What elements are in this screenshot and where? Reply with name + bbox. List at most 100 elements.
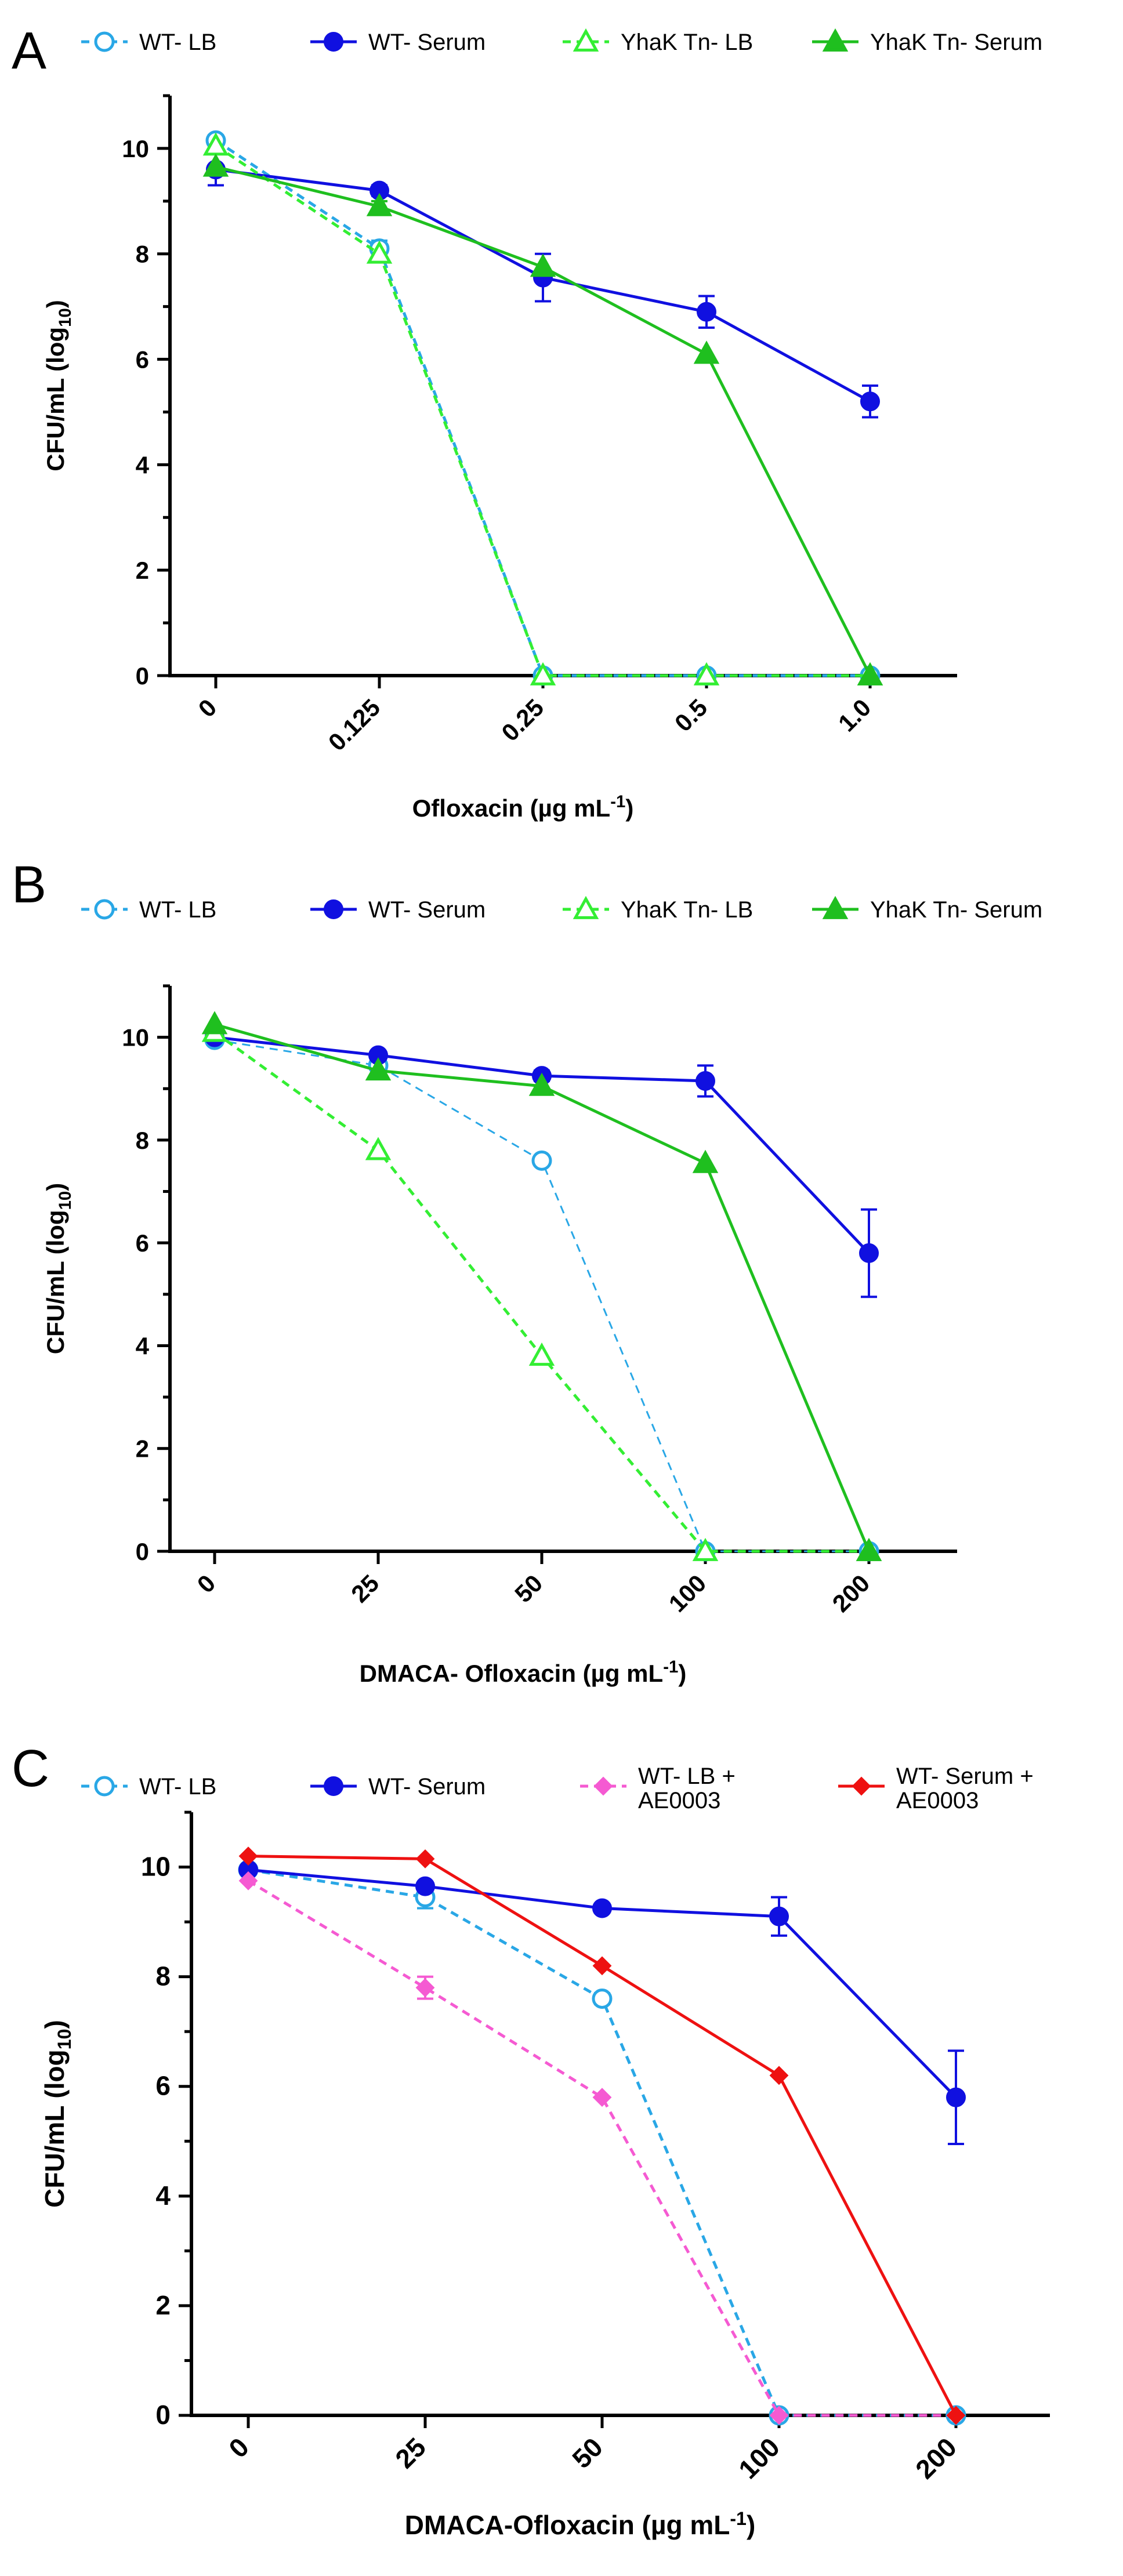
- data-point: [415, 1876, 435, 1896]
- y-axis-title-main: CFU/mL (log: [42, 327, 69, 471]
- series-line: [248, 1855, 958, 2417]
- legend-marker: [324, 32, 343, 52]
- y-tick-label: 0: [136, 1538, 149, 1565]
- legend-marker: [822, 28, 849, 52]
- x-tick-label: 1.0: [833, 694, 876, 737]
- y-axis-title-sub: 10: [56, 308, 75, 327]
- data-point: [695, 1071, 715, 1091]
- x-axis-title-end: ): [625, 794, 633, 822]
- data-point: [528, 1343, 555, 1366]
- panel-b: B WT- LB WT- Serum YhaK Tn- LB YhaK Tn- Seru…: [12, 856, 1042, 1687]
- x-axis-title-main: DMACA- Ofloxacin (µg mL: [360, 1660, 664, 1687]
- y-axis-title: CFU/mL (log10): [42, 300, 75, 471]
- legend-label-line1: WT- LB +: [638, 1764, 736, 1789]
- x-tick-label: 100: [733, 2432, 785, 2484]
- data-point: [693, 340, 720, 364]
- legend-label: WT- Serum: [368, 1774, 486, 1799]
- data-point: [860, 391, 880, 412]
- y-tick-label: 0: [136, 662, 149, 690]
- legend-item: WT- LB: [81, 897, 216, 923]
- series-line: [215, 144, 870, 677]
- data-point: [592, 1956, 612, 1976]
- x-axis-title-main: DMACA-Ofloxacin (µg mL: [405, 2510, 730, 2540]
- legend-marker: [573, 28, 599, 52]
- series-yhak-tn-lb: [201, 1018, 882, 1561]
- data-point: [238, 1846, 258, 1866]
- y-tick-label: 8: [136, 1127, 149, 1154]
- legend-item: YhaK Tn- Serum: [812, 28, 1042, 55]
- legend-label-line2: AE0003: [638, 1788, 720, 1813]
- legend-label: WT- LB: [139, 30, 216, 55]
- data-point: [769, 2406, 789, 2425]
- series-wt-lb-ae0003: [238, 1871, 966, 2425]
- y-axis-title-sub: 10: [54, 2029, 75, 2049]
- legend-item: WT- Serum: [310, 897, 486, 923]
- data-point: [946, 2087, 966, 2107]
- series-line: [248, 1868, 956, 2417]
- legend-label: WT- LB + AE0003: [638, 1764, 736, 1813]
- legend-item: WT- LB: [81, 30, 216, 55]
- series-yhak-tn-lb: [202, 132, 883, 685]
- legend-item: YhaK Tn- LB: [563, 895, 753, 923]
- legend-label: YhaK Tn- LB: [621, 897, 753, 923]
- x-tick-label: 0.5: [669, 694, 713, 737]
- x-axis-title-sup: -1: [663, 1657, 678, 1677]
- legend-label: YhaK Tn- Serum: [870, 30, 1042, 55]
- x-axis-title: DMACA-Ofloxacin (µg mL-1): [405, 2508, 756, 2540]
- panel-letter: A: [12, 22, 46, 80]
- x-axis-title-sup: -1: [610, 792, 625, 811]
- data-point: [365, 1137, 392, 1160]
- legend-item: WT- Serum + AE0003: [838, 1764, 1034, 1813]
- series-line: [215, 165, 872, 677]
- y-tick-label: 10: [122, 135, 149, 162]
- series-line: [214, 1023, 871, 1552]
- series-wt-serum-ae0003: [238, 1846, 966, 2425]
- legend-marker: [324, 899, 343, 919]
- data-point: [202, 153, 229, 177]
- y-axis-title-end: ): [42, 1183, 69, 1191]
- data-point: [693, 662, 720, 685]
- data-point: [692, 1537, 719, 1561]
- data-point: [528, 1072, 555, 1096]
- series-yhak-tn-serum: [201, 1011, 882, 1561]
- y-axis-title: CFU/mL (log10): [42, 1183, 75, 1355]
- x-tick-label: 25: [389, 2432, 432, 2474]
- y-tick-label: 10: [141, 1852, 171, 1882]
- data-point: [530, 253, 556, 277]
- data-point: [769, 1906, 789, 1926]
- x-axis-title-main: Ofloxacin (µg mL: [412, 794, 611, 822]
- series-yhak-tn-serum: [202, 153, 883, 685]
- x-tick-label: 0: [192, 1569, 221, 1598]
- legend-marker: [94, 31, 115, 52]
- legend-label: YhaK Tn- LB: [621, 30, 753, 55]
- y-axis-title-sub: 10: [56, 1191, 75, 1210]
- legend-marker: [593, 1776, 613, 1796]
- y-tick-label: 4: [155, 2180, 171, 2211]
- y-axis-title: CFU/mL (log10): [39, 2020, 75, 2208]
- legend-marker: [324, 1776, 343, 1796]
- series-wt-lb: [238, 1859, 966, 2426]
- y-tick-label: 4: [136, 451, 150, 478]
- y-tick-label: 6: [136, 346, 149, 373]
- data-point: [238, 1871, 258, 1891]
- legend-label: WT- Serum: [368, 30, 486, 55]
- legend-marker: [573, 895, 599, 919]
- data-point: [415, 1978, 435, 1997]
- x-axis-title-end: ): [678, 1660, 686, 1687]
- x-tick-label: 200: [827, 1569, 875, 1617]
- x-axis-title-end: ): [747, 2510, 755, 2540]
- legend-label-line2: AE0003: [896, 1788, 979, 1813]
- data-point: [201, 1011, 228, 1035]
- x-tick-label: 25: [346, 1569, 384, 1608]
- series-line: [213, 1031, 869, 1553]
- y-axis-title-end: ): [39, 2020, 70, 2029]
- x-tick-label: 100: [664, 1569, 712, 1617]
- data-point: [366, 193, 393, 216]
- series-line: [247, 1880, 956, 2417]
- y-tick-label: 8: [155, 1961, 171, 1991]
- series-line: [214, 1039, 869, 1552]
- y-tick-label: 6: [136, 1229, 149, 1257]
- legend-item: YhaK Tn- LB: [563, 28, 753, 55]
